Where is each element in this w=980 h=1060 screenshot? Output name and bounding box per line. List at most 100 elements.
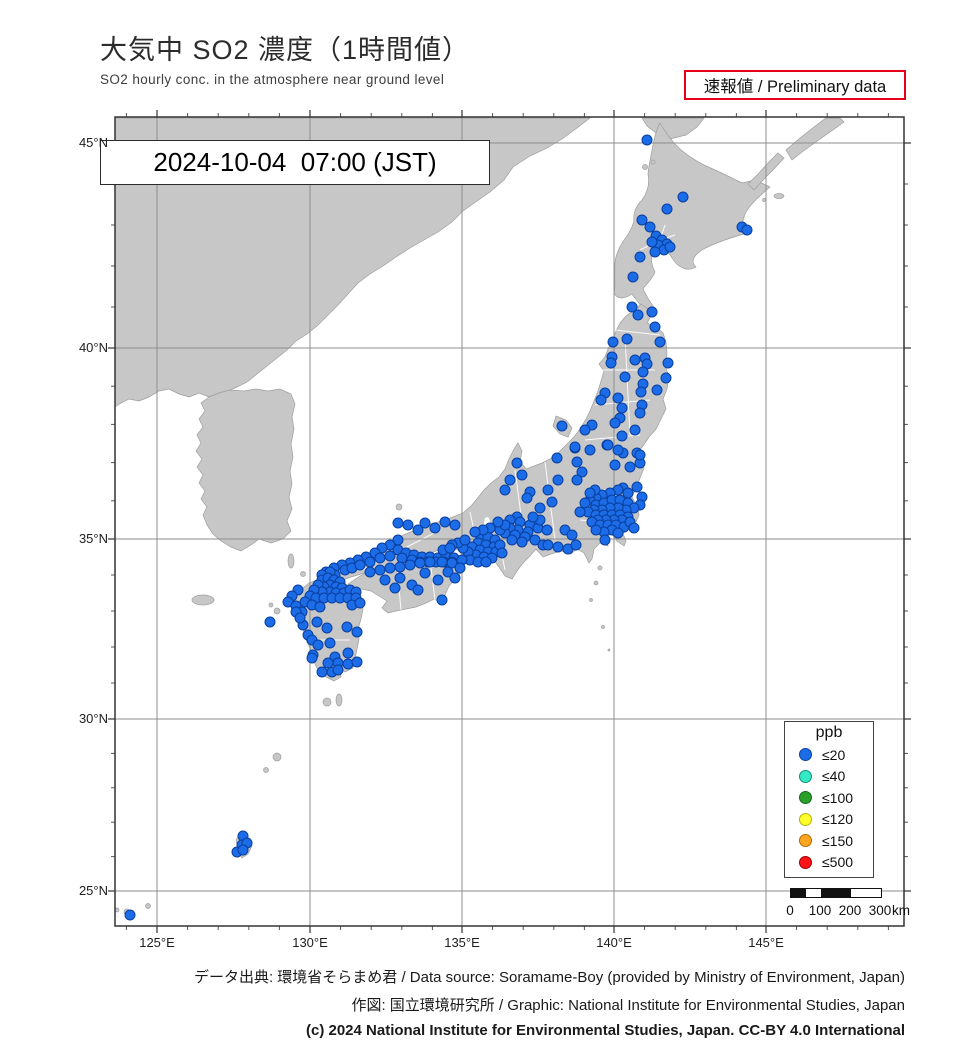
station-dot — [396, 552, 408, 564]
station-dot — [324, 637, 336, 649]
legend-color-dot — [799, 834, 812, 848]
station-dot — [635, 386, 647, 398]
station-dot — [627, 271, 639, 283]
station-dot — [124, 909, 136, 921]
y-axis-tick-label: 45°N — [78, 135, 108, 150]
station-dot — [619, 371, 631, 383]
miyako-island — [145, 903, 151, 909]
continent-land — [115, 117, 592, 408]
timestamp-label: 2024-10-04 07:00 (JST) — [153, 147, 437, 177]
legend-item-label: ≤20 — [822, 746, 846, 763]
station-dot — [605, 357, 617, 369]
x-axis-tick-label: 140°E — [596, 935, 632, 950]
station-dot — [446, 557, 458, 569]
station-dot — [664, 241, 676, 253]
station-dot — [741, 224, 753, 236]
station-dot — [574, 506, 586, 518]
station-dot — [311, 616, 323, 628]
station-dot — [646, 306, 658, 318]
station-dot — [404, 559, 416, 571]
station-dot — [612, 392, 624, 404]
footer-copyright: (c) 2024 National Institute for Environm… — [305, 1022, 905, 1039]
legend-item-label: ≤120 — [822, 811, 854, 828]
station-dot — [661, 203, 673, 215]
station-dot — [316, 666, 328, 678]
station-dot — [579, 424, 591, 436]
station-dot — [379, 574, 391, 586]
station-dot — [556, 420, 568, 432]
station-dot — [351, 626, 363, 638]
station-dot — [492, 516, 504, 528]
goto-island — [273, 607, 281, 615]
amami-island — [263, 767, 269, 773]
kuril-island — [785, 117, 845, 161]
station-dot — [571, 456, 583, 468]
iki-island — [300, 571, 306, 577]
y-axis-tick-label: 25°N — [78, 883, 108, 898]
korea-land — [195, 388, 296, 552]
amami-island — [272, 752, 282, 762]
station-dot — [364, 556, 376, 568]
station-dot — [389, 582, 401, 594]
legend-item-label: ≤40 — [822, 768, 846, 785]
legend-row: ≤100 — [785, 787, 873, 809]
station-dot — [449, 519, 461, 531]
station-dot — [542, 484, 554, 496]
station-dot — [322, 657, 334, 669]
station-dot — [641, 134, 653, 146]
scale-bar-rule — [790, 888, 882, 898]
shikotan-island — [773, 193, 785, 199]
station-dot — [542, 539, 554, 551]
goto-island — [268, 602, 274, 608]
station-dot — [571, 474, 583, 486]
station-dot — [576, 466, 588, 478]
station-dot — [392, 517, 404, 529]
tanegashima-island — [335, 693, 343, 707]
station-dot — [351, 656, 363, 668]
station-dot — [602, 439, 614, 451]
x-axis-tick-label: 130°E — [292, 935, 328, 950]
y-axis-tick-label: 30°N — [78, 711, 108, 726]
station-dot — [566, 529, 578, 541]
legend-row: ≤40 — [785, 766, 873, 788]
station-dot — [341, 621, 353, 633]
station-dot — [342, 658, 354, 670]
hokkaido-land — [613, 122, 771, 315]
scale-bar-segment — [791, 889, 806, 897]
station-dot — [364, 566, 376, 578]
y-axis-tick-label: 35°N — [78, 531, 108, 546]
station-dot — [321, 622, 333, 634]
station-dot — [569, 441, 581, 453]
legend-title: ppb — [815, 724, 843, 741]
station-dot — [609, 417, 621, 429]
station-dot — [384, 550, 396, 562]
station-dot — [419, 567, 431, 579]
station-dot — [312, 639, 324, 651]
legend-color-dot — [799, 769, 812, 783]
station-dot — [636, 214, 648, 226]
station-dot — [541, 524, 553, 536]
station-dot — [394, 561, 406, 573]
station-dot — [634, 407, 646, 419]
station-dot — [521, 492, 533, 504]
preliminary-data-label: 速報値 / Preliminary data — [703, 78, 887, 96]
station-dot — [584, 444, 596, 456]
station-dot — [439, 516, 451, 528]
yakushima-island — [322, 697, 332, 707]
station-dot — [442, 566, 454, 578]
station-dot — [436, 594, 448, 606]
x-axis-tick-label: 135°E — [444, 935, 480, 950]
legend-rows: ≤20 ≤40 ≤100 ≤120 ≤150 ≤500 — [785, 744, 873, 873]
scale-bar-tick-label: 200 — [838, 903, 862, 918]
station-dot — [534, 502, 546, 514]
station-dot — [516, 469, 528, 481]
station-dot — [622, 487, 634, 499]
legend-row: ≤150 — [785, 830, 873, 852]
x-axis-tick-label: 145°E — [748, 935, 784, 950]
station-dot — [546, 496, 558, 508]
station-dot — [552, 541, 564, 553]
izu-island — [597, 565, 603, 571]
legend-color-dot — [799, 791, 812, 805]
station-dot — [628, 522, 640, 534]
station-dot — [607, 336, 619, 348]
